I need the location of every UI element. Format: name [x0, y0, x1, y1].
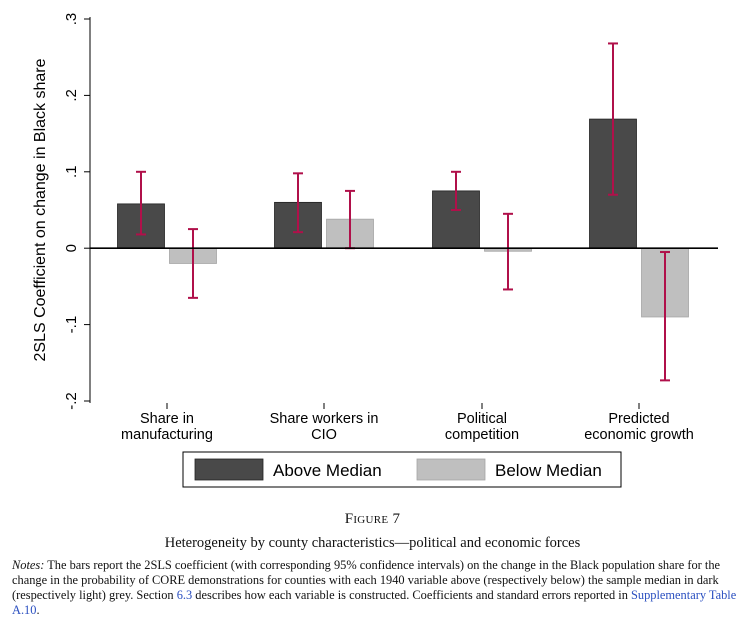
confidence-interval [451, 170, 461, 211]
notes-text-3: . [36, 603, 40, 617]
x-category-label: Political [457, 411, 507, 427]
y-tick-label: .1 [63, 166, 80, 179]
x-category-label: Predicted [608, 411, 669, 427]
x-category-label: CIO [311, 427, 337, 443]
figure-title: Heterogeneity by county characteristics—… [164, 535, 581, 551]
confidence-interval [660, 251, 670, 382]
confidence-interval [503, 212, 513, 291]
y-axis-title: 2SLS Coefficient on change in Black shar… [32, 58, 49, 361]
legend: Above Median Below Median [182, 451, 622, 488]
x-category-label: manufacturing [121, 427, 213, 443]
notes-text-2: describes how each variable is construct… [192, 588, 631, 602]
legend-swatch [416, 458, 486, 481]
legend-swatch [194, 458, 264, 481]
x-category-label: competition [445, 427, 519, 443]
supplementary-table-link[interactable]: Supplementary Table A.10 [12, 588, 737, 617]
section-link[interactable]: 6.3 [176, 588, 193, 602]
figure: -.2 -.1 0 .1 .2 .3 2SLS Coefficient on change … [32, 13, 718, 488]
confidence-interval [293, 172, 303, 234]
y-tick-label: 0 [63, 244, 80, 252]
bar-chart: -.2 -.1 0 .1 .2 .3 2SLS Coefficient on change … [32, 13, 718, 488]
y-tick-label: .3 [63, 13, 80, 26]
x-category-label: Share in [140, 411, 194, 427]
y-tick-label: -.1 [63, 316, 80, 334]
legend-entry: Below Median [495, 461, 602, 480]
confidence-interval [608, 42, 618, 196]
confidence-interval [188, 228, 198, 299]
legend-entry: Above Median [273, 461, 382, 480]
y-tick-label: -.2 [63, 392, 80, 410]
x-category-label: economic growth [584, 427, 694, 443]
x-category-label: Share workers in [270, 411, 379, 427]
notes-text-1: The bars report the 2SLS coefficient (wi… [12, 558, 721, 602]
figure-notes: Notes: The bars report the 2SLS coeffici… [12, 558, 738, 618]
notes-label: Notes: [12, 558, 45, 572]
y-tick-label: .2 [63, 89, 80, 102]
confidence-interval [136, 170, 146, 236]
figure-label: Figure 7 [344, 511, 401, 527]
